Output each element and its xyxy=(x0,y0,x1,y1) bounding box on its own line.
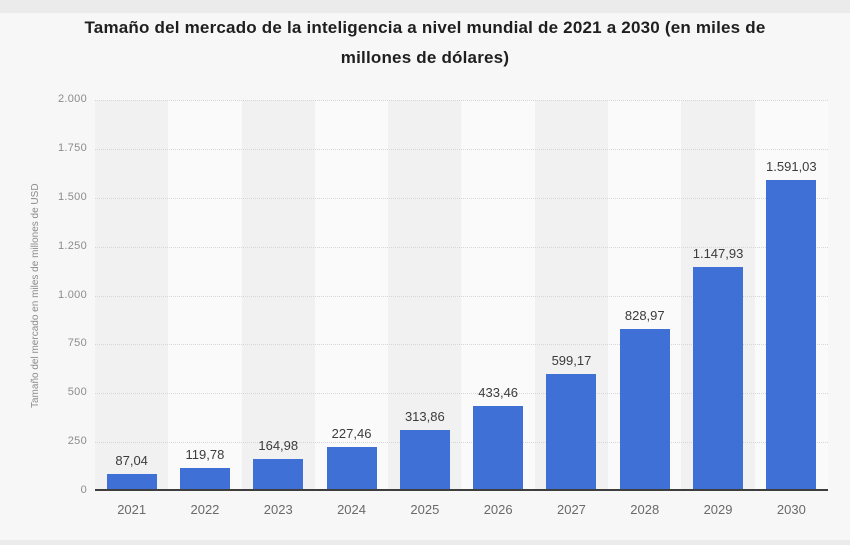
x-axis-label-2023: 2023 xyxy=(263,502,293,517)
value-label-2026: 433,46 xyxy=(478,385,519,401)
x-axis-labels: 2021 2022 2023 2024 2025 2026 2027 2028 2029 2030 xyxy=(95,502,828,522)
value-label-2022: 119,78 xyxy=(185,446,225,462)
x-axis-label-2024: 2024 xyxy=(337,502,366,517)
bar-2029 xyxy=(693,266,744,491)
x-axis-label-2026: 2026 xyxy=(483,502,513,517)
value-label-2024: 227,46 xyxy=(331,425,372,441)
x-axis-label-2027: 2027 xyxy=(556,502,586,517)
chart-title-line2: millones de dólares) xyxy=(340,48,510,67)
y-tick-label-750: 750 xyxy=(67,337,87,350)
bottom-border-strip xyxy=(0,540,850,545)
y-tick-label-1250: 1.250 xyxy=(57,239,87,252)
bar-2028 xyxy=(619,328,670,491)
x-axis-label-2028: 2028 xyxy=(630,502,660,517)
bar-2025 xyxy=(399,429,450,491)
y-tick-label-500: 500 xyxy=(67,386,87,399)
bar-2030 xyxy=(766,179,817,491)
chart-title: Tamaño del mercado de la inteligencia a … xyxy=(0,13,850,73)
x-axis-label-2021: 2021 xyxy=(117,502,147,517)
y-tick-label-250: 250 xyxy=(67,435,87,448)
bar-2027 xyxy=(546,373,597,491)
value-label-2025: 313,86 xyxy=(404,408,445,424)
bar-2024 xyxy=(326,446,377,491)
gridline-1250 xyxy=(95,246,828,248)
x-axis-line xyxy=(95,489,828,491)
top-border-strip xyxy=(0,0,850,13)
chart-title-line1: Tamaño del mercado de la inteligencia a … xyxy=(84,18,766,37)
x-axis-label-2025: 2025 xyxy=(410,502,440,517)
x-axis-label-2030: 2030 xyxy=(776,502,806,517)
value-label-2027: 599,17 xyxy=(551,352,592,368)
y-tick-label-1500: 1.500 xyxy=(57,190,87,203)
y-tick-label-1000: 1.000 xyxy=(57,288,87,301)
x-axis-label-2022: 2022 xyxy=(190,502,220,517)
bar-2026 xyxy=(473,406,524,491)
y-tick-label-1750: 1.750 xyxy=(57,141,87,154)
value-label-2029: 1.147,93 xyxy=(692,245,744,261)
bar-2023 xyxy=(253,458,304,491)
plot-area: 87,04 119,78 164,98 227,46 313,86 433,46 599,1… xyxy=(95,100,828,491)
gridline-2000 xyxy=(95,100,828,101)
value-label-2021: 87,04 xyxy=(115,452,148,468)
gridline-500 xyxy=(95,393,828,395)
bar-2021 xyxy=(106,473,157,491)
x-axis-label-2029: 2029 xyxy=(703,502,733,517)
gridline-250 xyxy=(95,442,828,444)
value-label-2023: 164,98 xyxy=(258,437,299,453)
y-axis-tick-labels: 0 250 500 750 1.000 1.250 1.500 1.750 2.000 xyxy=(0,0,87,545)
y-tick-label-0: 0 xyxy=(80,484,87,496)
value-label-2030: 1.591,03 xyxy=(766,158,817,174)
y-tick-label-2000: 2.000 xyxy=(57,93,87,105)
gridline-1750 xyxy=(95,148,828,150)
value-label-2028: 828,97 xyxy=(624,307,665,323)
bar-2022 xyxy=(179,467,230,491)
gridline-1500 xyxy=(95,197,828,199)
gridline-750 xyxy=(95,344,828,346)
gridline-1000 xyxy=(95,295,828,297)
